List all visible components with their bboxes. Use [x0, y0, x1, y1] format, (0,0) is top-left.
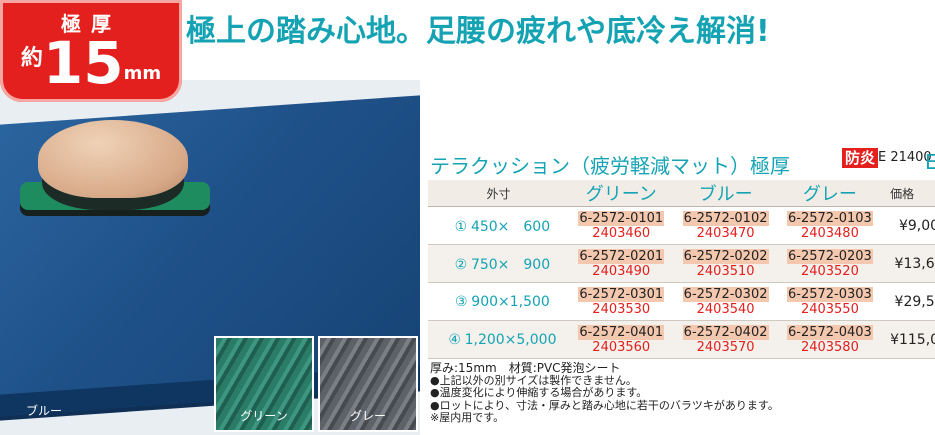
caption-blue: ブルー	[26, 404, 63, 418]
note-line: ※屋内用です。	[430, 411, 505, 425]
order-code: 6-2572-0203	[787, 248, 873, 264]
blue-code-cell: 6-2572-0402 2403570	[673, 320, 778, 359]
order-code: 6-2572-0302	[682, 286, 769, 302]
order-code: 6-2572-0202	[682, 248, 769, 264]
header-price: 価格	[882, 180, 935, 207]
row-number: ③	[455, 293, 468, 310]
table-row: ① 450× 600 6-2572-0101 2403460 6-2572-0102…	[428, 206, 935, 245]
jan-code: 2403550	[800, 301, 859, 317]
size-value: 900×1,500	[471, 293, 550, 310]
row-number: ④	[448, 331, 461, 348]
product-title: テラクッション（疲労軽減マット）極厚	[430, 154, 790, 178]
catalog-code: E 21400	[878, 150, 932, 165]
spec-line: 厚み:15mm 材質:PVC発泡シート	[430, 361, 621, 375]
jan-code: 2403560	[592, 339, 651, 355]
notes: 厚み:15mm 材質:PVC発泡シート ●上記以外の別サイズは製作できません。 …	[430, 362, 779, 425]
green-code-cell: 6-2572-0101 2403460	[569, 206, 674, 245]
jan-code: 2403570	[696, 339, 755, 355]
green-code-cell: 6-2572-0401 2403560	[569, 320, 674, 359]
size-value: 1,200×5,000	[464, 331, 557, 348]
header-gray: グレー	[777, 180, 883, 207]
spec-table: 外寸 グリーン ブルー グレー 価格 ① 450× 600 6-2572-0101…	[428, 180, 935, 359]
table-row: ② 750× 900 6-2572-0201 2403490 6-2572-0202…	[428, 244, 935, 283]
blue-code-cell: 6-2572-0202 2403510	[673, 244, 778, 283]
size-value: 450× 600	[470, 218, 551, 235]
size-cell: ② 750× 900	[428, 244, 570, 283]
order-code: 6-2572-0103	[787, 210, 873, 226]
foot-illustration	[38, 120, 188, 198]
swatch-green-label: グリーン	[240, 409, 288, 423]
jan-code: 2403510	[696, 263, 755, 279]
header-size: 外寸	[428, 180, 570, 207]
note-line: ●ロットにより、寸法・厚みと踏み心地に若干のバラツキがあります。	[430, 398, 779, 412]
gray-code-cell: 6-2572-0403 2403580	[777, 320, 883, 359]
product-title-extra: E	[925, 150, 935, 174]
thickness-badge: 極厚 約15mm	[0, 0, 182, 102]
gray-code-cell: 6-2572-0303 2403550	[777, 282, 883, 321]
order-code: 6-2572-0402	[682, 324, 769, 340]
order-code: 6-2572-0301	[578, 286, 665, 302]
gray-code-cell: 6-2572-0103 2403480	[777, 206, 883, 245]
table-row: ③ 900×1,500 6-2572-0301 2403530 6-2572-030…	[428, 282, 935, 321]
badge-top-label: 極厚	[61, 12, 121, 36]
price-cell: ¥115,00	[882, 320, 935, 359]
price-cell: ¥13,60	[882, 244, 935, 283]
note-line: ●温度変化により伸縮する場合があります。	[430, 386, 648, 400]
badge-number: 15	[42, 29, 124, 97]
jan-code: 2403460	[592, 225, 651, 241]
blue-code-cell: 6-2572-0302 2403540	[673, 282, 778, 321]
size-cell: ① 450× 600	[428, 206, 570, 245]
badge-thickness: 約15mm	[0, 34, 182, 92]
jan-code: 2403480	[800, 225, 859, 241]
jan-code: 2403520	[800, 263, 859, 279]
green-code-cell: 6-2572-0201 2403490	[569, 244, 674, 283]
blue-code-cell: 6-2572-0102 2403470	[673, 206, 778, 245]
order-code: 6-2572-0403	[787, 324, 873, 340]
headline: 極上の踏み心地。足腰の疲れや底冷え解消!	[186, 14, 770, 49]
green-code-cell: 6-2572-0301 2403530	[569, 282, 674, 321]
order-code: 6-2572-0102	[682, 210, 769, 226]
order-code: 6-2572-0201	[578, 248, 665, 264]
size-value: 750× 900	[470, 256, 551, 273]
jan-code: 2403490	[592, 263, 651, 279]
row-number: ①	[454, 218, 468, 235]
price-cell: ¥9,00	[882, 206, 935, 245]
jan-code: 2403580	[800, 339, 859, 355]
badge-unit: mm	[123, 63, 162, 84]
price-cell: ¥29,50	[882, 282, 935, 321]
order-code: 6-2572-0401	[578, 324, 665, 340]
jan-code: 2403540	[696, 301, 755, 317]
order-code: 6-2572-0303	[787, 286, 873, 302]
note-line: ●上記以外の別サイズは製作できません。	[430, 373, 637, 387]
fireproof-tag: 防炎	[842, 148, 879, 168]
swatch-gray-label: グレー	[349, 409, 386, 423]
table-row: ④ 1,200×5,000 6-2572-0401 2403560 6-2572-0…	[428, 320, 935, 359]
size-cell: ④ 1,200×5,000	[428, 320, 570, 359]
swatch-green: グリーン	[214, 336, 314, 432]
size-cell: ③ 900×1,500	[428, 282, 570, 321]
table-header-row: 外寸 グリーン ブルー グレー 価格	[428, 180, 935, 207]
header-green: グリーン	[569, 180, 674, 207]
jan-code: 2403530	[592, 301, 651, 317]
gray-code-cell: 6-2572-0203 2403520	[777, 244, 883, 283]
jan-code: 2403470	[696, 225, 755, 241]
row-number: ②	[454, 256, 468, 273]
header-blue: ブルー	[673, 180, 778, 207]
order-code: 6-2572-0101	[578, 210, 665, 226]
swatch-gray: グレー	[318, 336, 418, 432]
badge-prefix: 約	[20, 46, 43, 71]
